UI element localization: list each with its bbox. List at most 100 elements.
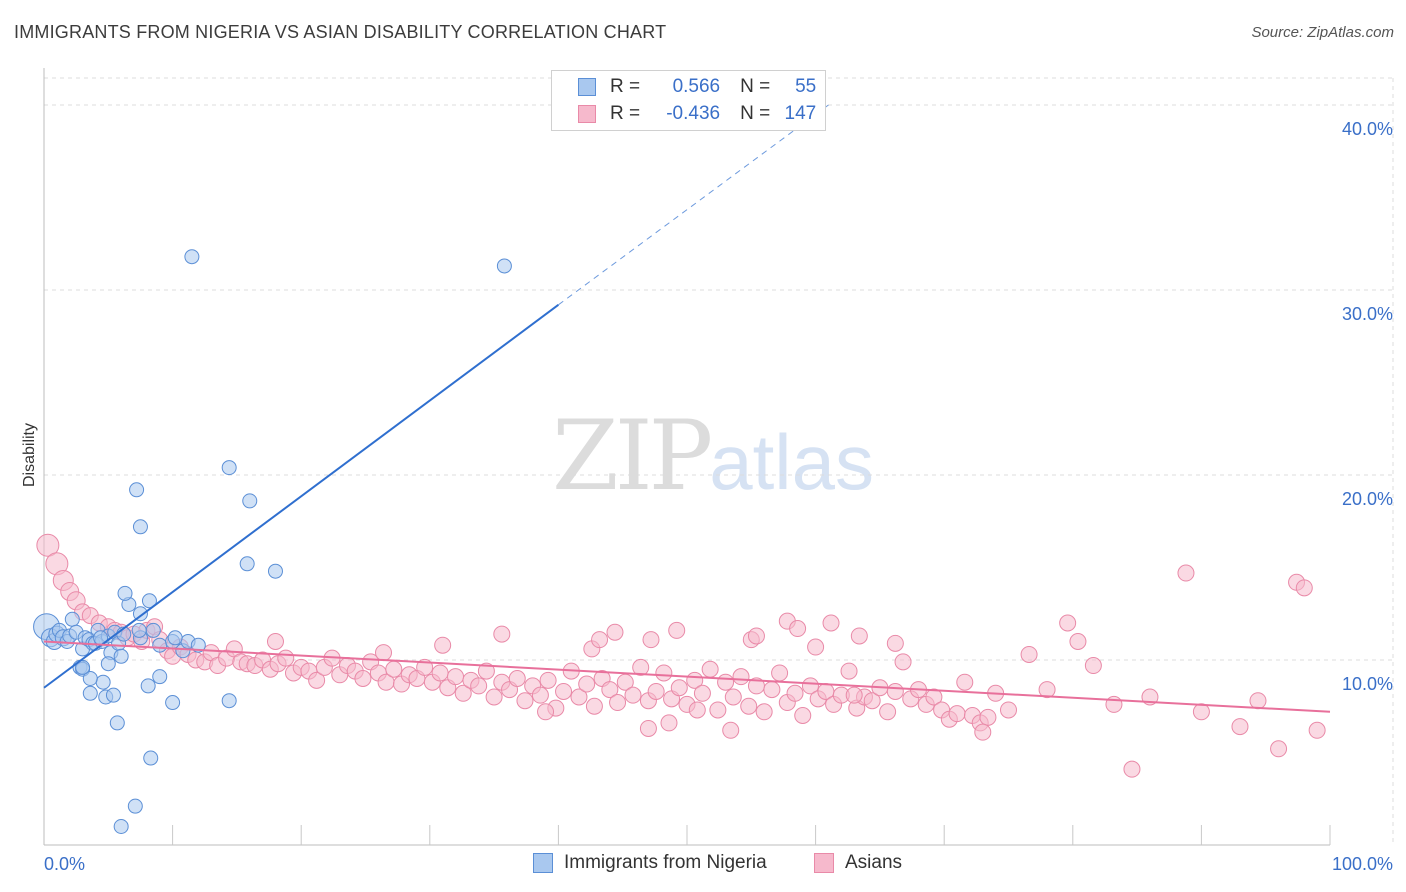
asians-point	[863, 692, 881, 710]
nigeria-point	[190, 637, 206, 653]
asians-point	[668, 621, 686, 639]
asians-point	[36, 533, 60, 557]
asians-point	[470, 677, 488, 695]
asians-point	[624, 686, 642, 704]
nigeria-point	[184, 249, 200, 265]
asians-point	[1231, 718, 1249, 736]
asians-point	[974, 723, 992, 741]
legend-r-value: -0.436	[666, 103, 721, 124]
asians-point	[701, 660, 719, 678]
y-tick-label: 10.0%	[1342, 674, 1393, 694]
asians-point	[354, 670, 372, 687]
asians-point	[606, 623, 624, 641]
asians-point	[642, 631, 660, 649]
asians-point	[447, 668, 465, 686]
asians-point	[1084, 657, 1102, 675]
asians-point	[308, 671, 326, 689]
asians-point	[693, 684, 711, 702]
asians-point	[485, 688, 503, 706]
nigeria-point	[221, 460, 237, 476]
nigeria-point	[221, 693, 237, 709]
nigeria-point	[113, 819, 129, 834]
nigeria-point	[131, 622, 147, 638]
asians-point	[516, 692, 534, 710]
nigeria-point	[82, 685, 98, 701]
asians-point	[508, 670, 526, 687]
tick-labels: 10.0% 20.0% 30.0% 40.0% 0.0% 100.0%	[44, 119, 1393, 874]
asians-points	[36, 533, 1326, 778]
asians-point	[948, 705, 966, 723]
nigeria-point	[143, 750, 159, 766]
asians-point	[925, 688, 943, 706]
asians-point	[555, 682, 573, 700]
asians-point	[801, 677, 819, 695]
asians-point	[840, 662, 858, 680]
chart-title: IMMIGRANTS FROM NIGERIA VS ASIAN DISABIL…	[14, 22, 667, 42]
axes	[43, 68, 1331, 846]
legend-row-nigeria: R = 0.566 N = 55	[552, 74, 816, 100]
asians-point	[660, 714, 678, 732]
legend-item-asians[interactable]: Asians	[814, 852, 902, 874]
asians-point	[822, 614, 840, 632]
nigeria-point	[64, 611, 80, 627]
asians-point	[1249, 692, 1267, 710]
nigeria-point	[141, 593, 157, 609]
asians-point	[886, 634, 904, 652]
trend-lines	[43, 104, 1331, 713]
y-tick-label: 40.0%	[1342, 119, 1393, 139]
asians-point	[688, 701, 706, 719]
nigeria-points	[33, 249, 512, 834]
legend-item-nigeria[interactable]: Immigrants from Nigeria	[533, 852, 767, 874]
y-tick-label: 30.0%	[1342, 304, 1393, 324]
asians-point	[601, 681, 619, 699]
nigeria-point	[167, 630, 183, 646]
asians-point	[578, 675, 596, 693]
asians-point	[1038, 681, 1056, 699]
legend-n-label: N =	[740, 103, 771, 124]
legend-n-value: 147	[784, 103, 817, 124]
asians-point	[570, 688, 588, 706]
asians-point	[894, 653, 912, 671]
asians-point	[375, 644, 393, 662]
grid-lines	[44, 77, 1394, 845]
asians-point	[655, 664, 673, 682]
asians-point	[717, 673, 735, 691]
nigeria-point	[117, 585, 133, 601]
nigeria-point	[105, 687, 121, 703]
asians-point	[591, 631, 609, 649]
legend-n-value: 55	[795, 76, 817, 97]
legend-r-value: 0.566	[672, 76, 721, 97]
nigeria-trend-extension	[558, 104, 829, 306]
asians-point	[585, 697, 603, 715]
asians-point	[1308, 721, 1326, 739]
legend-label-asians: Asians	[845, 852, 903, 873]
asians-point	[845, 686, 863, 704]
nigeria-point	[100, 656, 116, 672]
nigeria-point	[82, 671, 98, 686]
nigeria-point	[242, 493, 258, 509]
x-tick-label-min: 0.0%	[44, 854, 85, 874]
nigeria-point	[152, 669, 168, 685]
asians-point	[477, 662, 495, 680]
asians-point	[266, 633, 284, 650]
asians-point	[1069, 633, 1087, 650]
nigeria-point	[239, 556, 255, 572]
nigeria-point	[109, 715, 125, 731]
nigeria-point	[152, 637, 168, 653]
asians-point	[755, 703, 773, 721]
nigeria-point	[496, 258, 512, 274]
asians-point	[850, 627, 868, 645]
legend-r-label: R =	[610, 103, 641, 124]
nigeria-point	[129, 482, 145, 498]
legend-n-label: N =	[740, 76, 771, 97]
asians-point	[724, 688, 742, 706]
legend-swatch-blue	[578, 78, 596, 96]
asians-point	[1020, 645, 1038, 663]
asians-point	[277, 649, 295, 667]
asians-point	[740, 697, 758, 715]
nigeria-point	[132, 606, 148, 622]
asians-point	[1295, 579, 1313, 597]
legend-swatch-blue	[533, 853, 553, 873]
asians-point	[539, 671, 557, 689]
